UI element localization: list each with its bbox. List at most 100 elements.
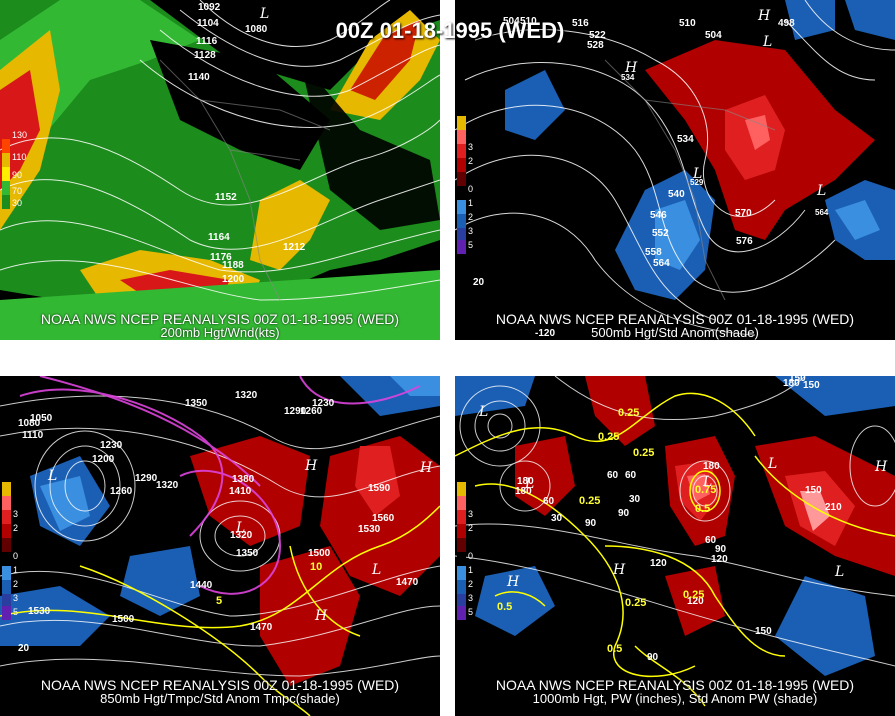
legend-200mb-3: 70 <box>12 186 22 196</box>
svg-text:L: L <box>834 564 844 580</box>
legend-850mb-8: 3 <box>13 593 18 603</box>
svg-text:0.5: 0.5 <box>497 601 512 613</box>
legend-500mb-8: 3 <box>468 226 473 236</box>
svg-text:90: 90 <box>715 544 727 555</box>
svg-text:0.5: 0.5 <box>695 503 710 515</box>
main-title: 00Z 01-18-1995 (WED) <box>335 18 565 43</box>
svg-text:60: 60 <box>625 470 637 481</box>
svg-text:H: H <box>314 608 328 624</box>
svg-text:180: 180 <box>517 476 534 487</box>
svg-text:1260: 1260 <box>110 486 133 497</box>
svg-text:L: L <box>692 166 702 182</box>
svg-text:1188: 1188 <box>222 260 244 271</box>
legend-850mb: 3 2 0 1 2 3 5 <box>2 482 18 620</box>
svg-text:1080: 1080 <box>18 418 41 429</box>
legend-500mb-6: 1 <box>468 198 473 208</box>
svg-text:510: 510 <box>520 16 537 27</box>
svg-text:180: 180 <box>515 486 532 497</box>
svg-text:510: 510 <box>679 18 696 29</box>
svg-text:1530: 1530 <box>358 524 381 535</box>
svg-text:120: 120 <box>711 554 728 565</box>
legend-200mb: 130 110 90 70 30 <box>2 125 27 209</box>
svg-text:150: 150 <box>805 485 822 496</box>
svg-text:1080: 1080 <box>245 24 268 35</box>
svg-text:576: 576 <box>736 236 753 247</box>
svg-text:522: 522 <box>589 30 606 41</box>
svg-text:534: 534 <box>621 73 635 82</box>
legend-1000mb-3: 2 <box>468 523 473 533</box>
svg-text:H: H <box>624 60 638 76</box>
svg-text:H: H <box>419 460 433 476</box>
svg-text:1230: 1230 <box>100 440 123 451</box>
map-1000mb: 150 180 150 180 60 60 90 90 30 60 90 120… <box>455 376 895 707</box>
svg-text:5: 5 <box>216 595 222 607</box>
svg-text:534: 534 <box>677 134 694 145</box>
svg-text:1320: 1320 <box>235 390 258 401</box>
svg-text:1380: 1380 <box>232 474 255 485</box>
svg-text:210: 210 <box>825 502 842 513</box>
svg-text:558: 558 <box>645 247 662 258</box>
svg-text:1140: 1140 <box>188 72 210 83</box>
svg-text:H: H <box>612 562 626 578</box>
svg-text:1320: 1320 <box>156 480 179 491</box>
legend-500mb-10: 5 <box>468 240 473 250</box>
svg-text:1212: 1212 <box>283 242 306 253</box>
svg-text:150: 150 <box>789 376 806 384</box>
legend-1000mb-7: 2 <box>468 579 473 589</box>
svg-text:0.25: 0.25 <box>633 447 654 459</box>
svg-text:30: 30 <box>629 494 641 505</box>
svg-text:564: 564 <box>815 208 829 217</box>
svg-text:H: H <box>304 458 318 474</box>
svg-text:498: 498 <box>778 18 795 29</box>
panel-1000mb: 150 180 150 180 60 60 90 90 30 60 90 120… <box>455 376 895 716</box>
svg-text:120: 120 <box>650 558 667 569</box>
legend-1000mb-5: 0 <box>468 551 473 561</box>
svg-text:60: 60 <box>705 535 717 546</box>
svg-text:90: 90 <box>647 652 659 663</box>
svg-text:1320: 1320 <box>230 530 253 541</box>
svg-text:H: H <box>506 574 520 590</box>
svg-text:1440: 1440 <box>190 580 213 591</box>
svg-text:1110: 1110 <box>22 430 44 441</box>
svg-text:L: L <box>524 476 534 492</box>
legend-1000mb-8: 3 <box>468 593 473 603</box>
legend-500mb-7: 2 <box>468 212 473 222</box>
svg-text:1128: 1128 <box>194 50 216 61</box>
svg-text:0.5: 0.5 <box>607 643 622 655</box>
svg-text:180: 180 <box>703 461 720 472</box>
svg-text:0.75: 0.75 <box>695 484 716 496</box>
legend-850mb-5: 0 <box>13 551 18 561</box>
svg-text:1350: 1350 <box>185 398 208 409</box>
legend-500mb: 3 2 0 1 2 3 5 <box>457 116 473 254</box>
svg-text:0.25: 0.25 <box>683 589 704 601</box>
svg-text:H: H <box>757 8 771 24</box>
svg-text:L: L <box>478 404 488 420</box>
svg-text:1116: 1116 <box>196 36 218 47</box>
svg-text:1410: 1410 <box>229 486 252 497</box>
svg-text:1200: 1200 <box>92 454 115 465</box>
svg-text:540: 540 <box>668 189 685 200</box>
svg-text:90: 90 <box>618 508 630 519</box>
legend-200mb-2: 90 <box>12 170 22 180</box>
svg-text:570: 570 <box>735 208 752 219</box>
svg-text:30: 30 <box>551 513 563 524</box>
svg-text:1050: 1050 <box>30 413 53 424</box>
svg-text:1200: 1200 <box>222 274 245 285</box>
panel-200mb: 1092 1104 1080 1116 1128 1140 1152 1164 … <box>0 0 440 340</box>
legend-850mb-7: 2 <box>13 579 18 589</box>
svg-text:0.25: 0.25 <box>579 495 600 507</box>
legend-200mb-1: 110 <box>12 152 26 162</box>
svg-text:1590: 1590 <box>368 483 391 494</box>
svg-text:20: 20 <box>18 643 30 654</box>
panel-850mb: 1050 1080 1110 1230 1200 1260 1290 1320 … <box>0 376 440 716</box>
svg-text:L: L <box>762 34 772 50</box>
svg-text:1500: 1500 <box>112 614 135 625</box>
svg-text:150: 150 <box>803 380 820 391</box>
svg-text:L: L <box>767 456 777 472</box>
svg-text:528: 528 <box>587 40 604 51</box>
svg-text:1470: 1470 <box>396 577 419 588</box>
legend-500mb-3: 2 <box>468 156 473 166</box>
legend-1000mb-2: 3 <box>468 509 473 519</box>
legend-850mb-10: 5 <box>13 607 18 617</box>
svg-text:1260: 1260 <box>300 406 323 417</box>
